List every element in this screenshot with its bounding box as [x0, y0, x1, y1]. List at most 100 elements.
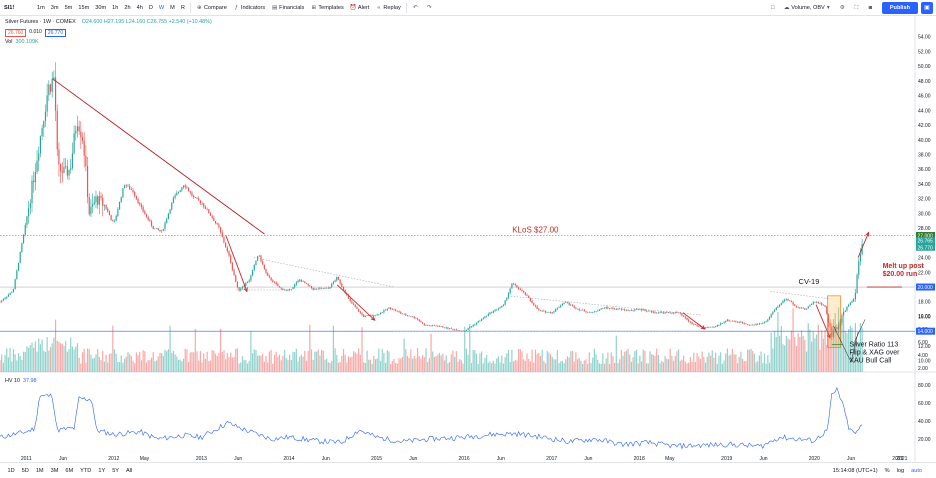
- candle[interactable]: [735, 321, 737, 323]
- candle[interactable]: [479, 320, 481, 322]
- candle[interactable]: [11, 292, 13, 293]
- candle[interactable]: [558, 306, 560, 308]
- candle[interactable]: [182, 185, 185, 188]
- candle[interactable]: [528, 295, 530, 298]
- candle[interactable]: [494, 309, 496, 311]
- candle[interactable]: [629, 310, 631, 311]
- cv19-box[interactable]: [827, 295, 841, 348]
- candle[interactable]: [26, 216, 28, 225]
- candle[interactable]: [546, 312, 548, 313]
- candle[interactable]: [464, 331, 466, 332]
- candle[interactable]: [570, 304, 572, 306]
- candle[interactable]: [667, 312, 670, 313]
- candle[interactable]: [560, 305, 562, 307]
- interval-w[interactable]: W: [158, 4, 165, 11]
- interval-1m[interactable]: 1m: [37, 4, 45, 11]
- layout-select-button[interactable]: □: [766, 0, 780, 16]
- candle[interactable]: [230, 255, 232, 264]
- candle[interactable]: [856, 274, 858, 293]
- candle[interactable]: [539, 310, 542, 311]
- candle[interactable]: [223, 237, 225, 243]
- percent-toggle[interactable]: %: [884, 467, 890, 474]
- range-1d[interactable]: 1D: [7, 467, 15, 474]
- channel-line[interactable]: [770, 291, 831, 300]
- range-6m[interactable]: 6M: [65, 467, 74, 474]
- candle[interactable]: [179, 190, 181, 192]
- candle[interactable]: [720, 323, 722, 325]
- candle[interactable]: [760, 323, 762, 324]
- candle[interactable]: [384, 309, 387, 311]
- candle[interactable]: [86, 166, 89, 197]
- candle[interactable]: [58, 149, 60, 165]
- candle[interactable]: [486, 315, 488, 317]
- candle[interactable]: [93, 202, 95, 204]
- candle[interactable]: [661, 312, 663, 313]
- candle[interactable]: [246, 282, 249, 283]
- candle[interactable]: [4, 297, 6, 300]
- candle[interactable]: [194, 197, 196, 198]
- candle[interactable]: [676, 312, 678, 313]
- candle[interactable]: [491, 312, 493, 313]
- candle[interactable]: [496, 309, 498, 311]
- candle[interactable]: [51, 79, 53, 92]
- candle[interactable]: [46, 95, 48, 112]
- candle[interactable]: [603, 308, 606, 309]
- candle[interactable]: [504, 300, 506, 305]
- candle[interactable]: [768, 317, 771, 320]
- candle[interactable]: [177, 191, 180, 194]
- candle[interactable]: [390, 307, 392, 309]
- candle[interactable]: [135, 195, 137, 199]
- candle[interactable]: [696, 324, 698, 326]
- candle[interactable]: [43, 120, 45, 128]
- candle[interactable]: [83, 140, 85, 156]
- candle[interactable]: [204, 206, 207, 209]
- candle[interactable]: [640, 309, 643, 311]
- candle[interactable]: [652, 311, 654, 313]
- candle[interactable]: [859, 254, 862, 262]
- candle[interactable]: [445, 327, 447, 328]
- candle[interactable]: [358, 308, 360, 312]
- candle[interactable]: [233, 269, 235, 276]
- candle[interactable]: [125, 185, 127, 186]
- candle[interactable]: [649, 310, 651, 312]
- candle[interactable]: [465, 329, 468, 332]
- candle[interactable]: [706, 327, 708, 328]
- candle[interactable]: [66, 166, 68, 176]
- candle[interactable]: [174, 195, 176, 198]
- candle[interactable]: [489, 312, 491, 314]
- channel-line[interactable]: [507, 295, 701, 316]
- candle[interactable]: [98, 196, 100, 205]
- candle[interactable]: [253, 265, 255, 270]
- candle[interactable]: [792, 302, 794, 305]
- candle[interactable]: [656, 312, 658, 314]
- candle[interactable]: [117, 209, 119, 216]
- candle[interactable]: [63, 166, 65, 173]
- candle[interactable]: [213, 217, 215, 222]
- candle[interactable]: [693, 324, 695, 325]
- candle[interactable]: [548, 312, 550, 313]
- candle[interactable]: [9, 292, 11, 295]
- candle[interactable]: [836, 327, 838, 330]
- candle[interactable]: [400, 312, 402, 314]
- candle[interactable]: [846, 306, 848, 311]
- candle[interactable]: [196, 197, 198, 199]
- candle[interactable]: [95, 196, 97, 203]
- candle[interactable]: [775, 307, 777, 311]
- candle[interactable]: [327, 287, 329, 289]
- candle[interactable]: [851, 301, 853, 303]
- candle[interactable]: [280, 287, 282, 289]
- templates-button[interactable]: ⊞ Templates: [307, 0, 347, 16]
- candle[interactable]: [73, 133, 75, 154]
- candle[interactable]: [418, 319, 420, 321]
- candle[interactable]: [512, 283, 515, 285]
- candle[interactable]: [805, 308, 808, 310]
- candle[interactable]: [263, 264, 265, 269]
- candle[interactable]: [816, 301, 818, 303]
- candle[interactable]: [282, 288, 284, 290]
- candle[interactable]: [225, 242, 227, 248]
- candle[interactable]: [580, 310, 582, 311]
- candle[interactable]: [105, 204, 107, 209]
- candle[interactable]: [159, 229, 161, 231]
- candle[interactable]: [17, 262, 20, 271]
- candle[interactable]: [844, 310, 846, 312]
